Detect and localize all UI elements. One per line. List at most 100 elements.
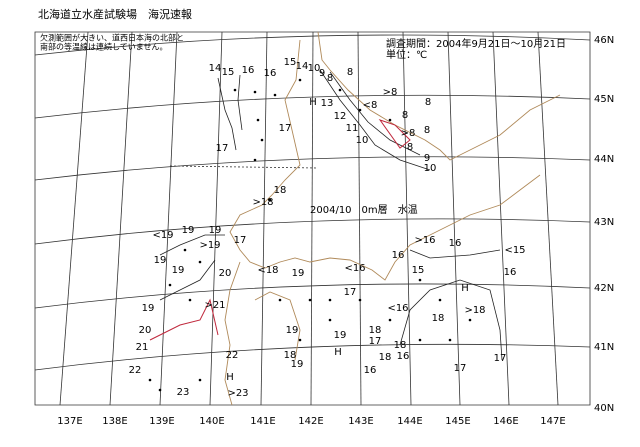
lon-label: 144E [397, 416, 422, 427]
contour-label: H [334, 347, 342, 358]
contour-label: <16 [344, 263, 365, 274]
station [158, 388, 162, 392]
contour-label: 8 [425, 97, 431, 108]
station [183, 248, 187, 252]
isotherms [149, 69, 503, 361]
contour-label: 17 [454, 363, 467, 374]
map-label: 2004/10 0m層 水温 [310, 204, 418, 216]
contour-label: 15 [412, 265, 425, 276]
station [188, 298, 192, 302]
contour-label: 19 [182, 225, 195, 236]
station [358, 298, 362, 302]
contour-label: 8 [347, 67, 353, 78]
contour-label: 9 [319, 68, 325, 79]
lat-label: 40N [594, 403, 614, 414]
station [418, 338, 422, 342]
contour-label: H [226, 372, 234, 383]
contour-label: 16 [264, 68, 277, 79]
station [298, 78, 302, 82]
contour-label: 19 [209, 225, 222, 236]
station [338, 88, 342, 92]
lon-label: 141E [250, 416, 275, 427]
contour-label: >19 [199, 240, 220, 251]
contour-label: 17 [494, 353, 507, 364]
contour-label: 11 [346, 123, 359, 134]
coastline [224, 31, 561, 406]
lon-label: 143E [348, 416, 373, 427]
station [298, 338, 302, 342]
contour-label: H [309, 97, 317, 108]
contour-label: 16 [364, 365, 377, 376]
contour-label: 18 [284, 350, 297, 361]
lat-label: 42N [594, 283, 614, 294]
contour-label: 10 [356, 135, 369, 146]
lon-label: 142E [298, 416, 323, 427]
lat-label: 41N [594, 342, 614, 353]
contour-label: 18 [379, 352, 392, 363]
station [358, 108, 362, 112]
lon-label: 145E [445, 416, 470, 427]
contour-label: <16 [387, 303, 408, 314]
stations [148, 78, 472, 392]
contour-label: 16 [504, 267, 517, 278]
lon-label: 140E [199, 416, 224, 427]
lat-label: 44N [594, 154, 614, 165]
station [438, 298, 442, 302]
contour-label: 19 [142, 303, 155, 314]
contour-label: >23 [227, 388, 248, 399]
station [148, 378, 152, 382]
contour-label: 8 [407, 142, 413, 153]
station [198, 378, 202, 382]
contour-label: 8 [327, 73, 333, 84]
station [256, 118, 260, 122]
contour-label: 9 [424, 153, 430, 164]
contour-label: <8 [363, 100, 378, 111]
station [418, 278, 422, 282]
contour-label: 15 [222, 67, 235, 78]
lon-label: 137E [57, 416, 82, 427]
station [168, 283, 172, 287]
note: 南部の等温線は連続していません。 [40, 42, 168, 52]
station [468, 318, 472, 322]
station [448, 338, 452, 342]
contour-label: 17 [279, 123, 292, 134]
lat-label: 46N [594, 35, 614, 46]
contour-label: >8 [383, 87, 398, 98]
contour-label: 18 [369, 325, 382, 336]
contour-label: 13 [321, 98, 334, 109]
lon-label: 146E [493, 416, 518, 427]
contour-label: 10 [424, 163, 437, 174]
contour-label: 20 [219, 268, 232, 279]
contour-label: 10 [308, 63, 321, 74]
contour-label: 16 [397, 351, 410, 362]
station [388, 118, 392, 122]
unit: 単位：℃ [386, 48, 427, 61]
contour-label: 16 [449, 238, 462, 249]
contour-label: 19 [292, 268, 305, 279]
contour-label: >18 [252, 197, 273, 208]
contour-label: 16 [392, 250, 405, 261]
station [268, 198, 272, 202]
note: 欠測範囲が大きい、道西日本海の北部と [40, 33, 184, 43]
station [328, 298, 332, 302]
contour-label: 20 [139, 325, 152, 336]
contour-label: 22 [129, 365, 142, 376]
contour-label: 14 [296, 61, 309, 72]
graticule [34, 31, 591, 406]
lat-label: 43N [594, 217, 614, 228]
lon-label: 139E [149, 416, 174, 427]
contour-label: <15 [504, 245, 525, 256]
contour-label: 17 [216, 143, 229, 154]
period: 調査期間：2004年9月21日〜10月21日 [386, 37, 566, 50]
contour-label: 21 [136, 342, 149, 353]
station [278, 298, 282, 302]
station [388, 318, 392, 322]
contour-label: 23 [177, 387, 190, 398]
contour-label: 18 [274, 185, 287, 196]
contour-label: 17 [234, 235, 247, 246]
station [253, 158, 257, 162]
station [328, 318, 332, 322]
contour-label: <19 [152, 230, 173, 241]
station [198, 260, 202, 264]
station [253, 90, 257, 94]
